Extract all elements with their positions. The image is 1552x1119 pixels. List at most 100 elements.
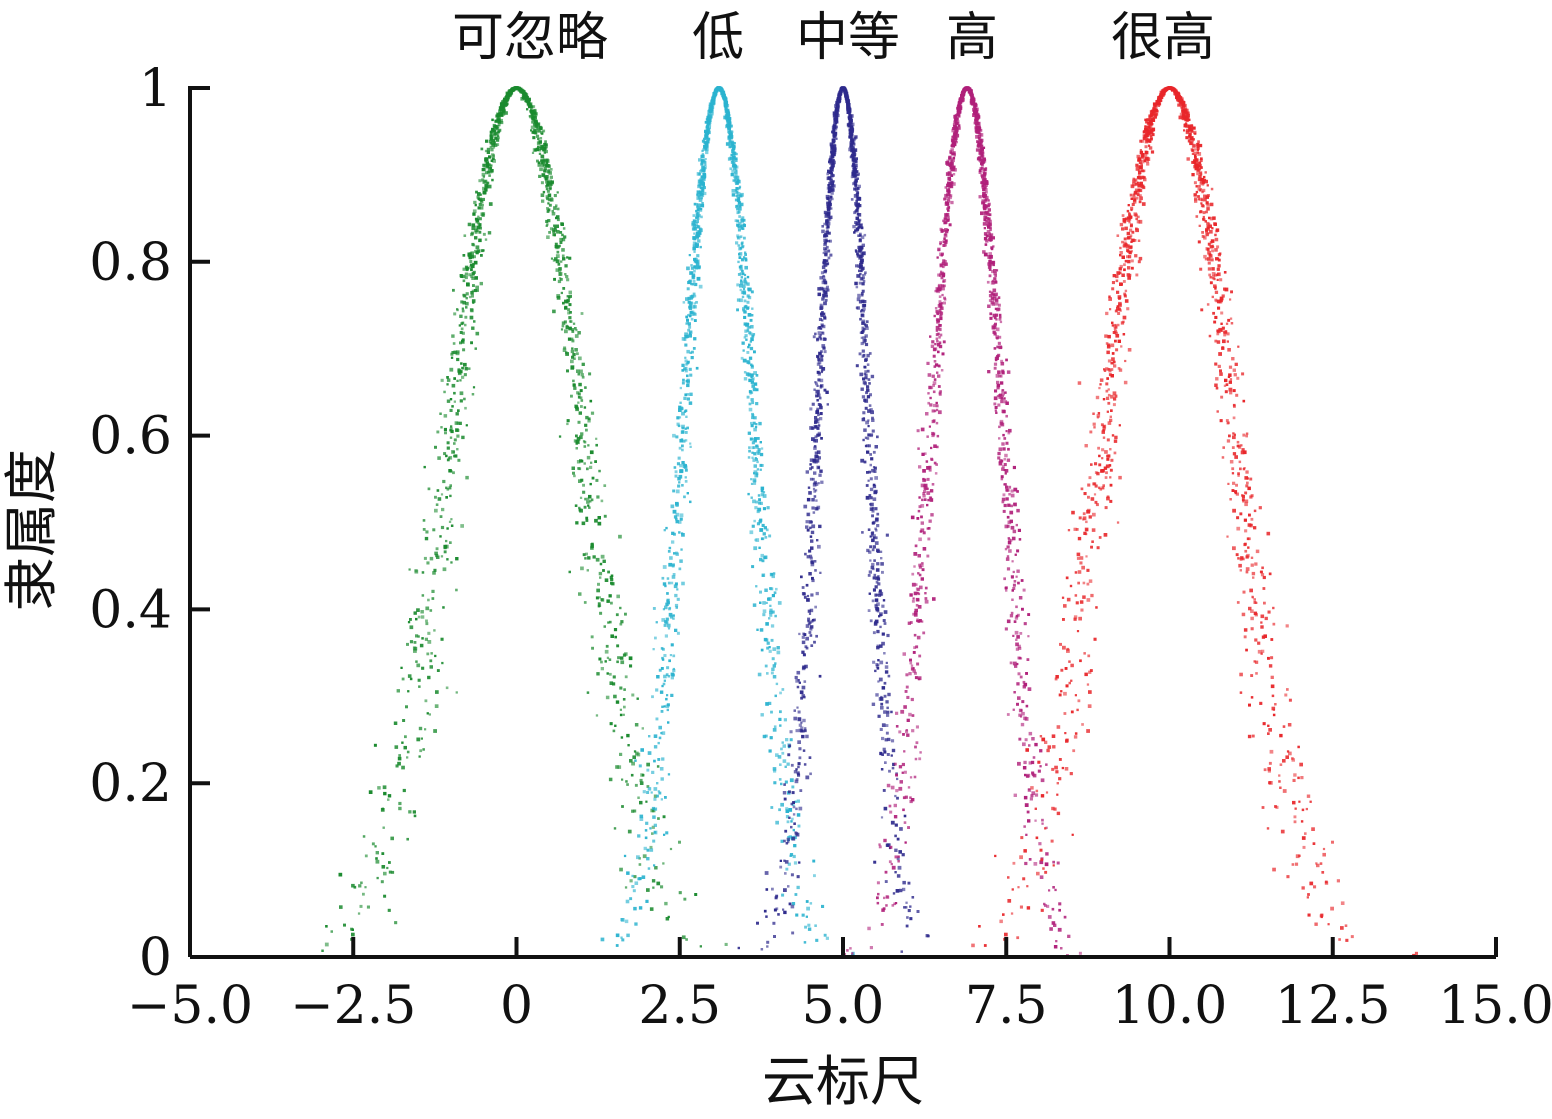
cloud-drop [796,799,800,803]
cloud-drop [1057,927,1062,932]
cloud-drop [735,241,739,245]
cloud-drop [851,152,855,156]
cloud-drop [821,319,824,322]
cloud-drop [938,336,941,339]
cloud-drop [612,675,616,679]
cloud-drop [583,505,587,509]
cloud-drop [573,357,576,360]
cloud-drop [782,908,785,911]
cloud-drop [993,362,998,366]
cloud-drop [865,320,869,324]
cloud-drop [607,621,610,624]
cloud-drop [1013,793,1017,797]
cloud-drop [757,448,761,452]
cloud-drop [679,401,682,404]
cloud-drop [805,915,808,918]
cloud-drop [849,143,853,147]
cloud-drop [610,581,613,585]
cloud-drop [752,387,757,392]
cloud-drop [998,395,1002,399]
cloud-drop [800,721,803,724]
cloud-drop [724,103,727,107]
cloud-drop [857,213,862,217]
cloud-drop [678,531,681,534]
cloud-drop [578,382,582,387]
cloud-drop [451,383,456,388]
cloud-drop [639,800,643,805]
cloud-drop [742,284,746,288]
cloud-drop [823,210,828,215]
cloud-drop [547,168,550,172]
cloud-drop [1007,520,1012,525]
cloud-drop [826,218,830,222]
cloud-drop [797,710,801,714]
cloud-drop [876,644,881,649]
cloud-drop [481,197,485,201]
cloud-drop [653,759,656,763]
cloud-drop [688,313,692,317]
cloud-drop [690,283,693,286]
cloud-drop [625,780,628,783]
cloud-drop [775,820,779,825]
cloud-drop [496,118,499,121]
plot-area [270,86,1418,959]
cloud-drop [831,130,834,134]
cloud-drop [696,190,701,194]
cloud-drop [747,345,750,349]
cloud-drop [783,797,787,801]
cloud-drop [540,154,545,159]
cloud-drop [794,779,799,784]
cloud-drop [1005,586,1008,590]
cloud-drop [756,460,759,464]
cloud-drop [620,918,624,921]
cloud-drop [886,710,890,714]
cloud-drop [935,404,939,408]
cloud-drop [661,576,665,580]
cloud-drop [1000,359,1004,363]
cloud-drop [864,366,867,369]
cloud-drop [676,462,680,466]
cloud-drop [1006,545,1010,549]
cloud-drop [801,650,805,654]
cloud-drop [549,227,554,231]
cloud-drop [824,298,828,302]
cloud-drop [623,688,626,691]
cloud-drop [598,657,602,661]
cloud-drop [904,906,908,909]
cloud-drop [353,885,357,889]
cloud-drop [471,223,476,228]
cloud-drop [806,555,810,559]
cloud-drop [455,557,459,561]
cloud-drop [1006,555,1010,558]
cloud-drop [874,507,878,511]
cloud-drop [835,137,838,140]
cloud-drop [819,571,822,574]
cloud-drop [524,96,529,101]
cloud-drop [586,497,590,501]
cloud-drop [717,86,720,90]
cloud-drop [456,350,460,354]
cloud-drop [380,880,384,884]
cloud-drop [793,861,798,865]
cloud-drop [773,725,777,728]
cloud-drop [769,610,773,615]
cloud-drop [499,112,503,116]
cloud-drop [679,438,683,443]
cloud-drop [823,247,827,251]
cloud-drop [600,937,605,942]
cloud-drop [860,310,863,313]
cloud-drop [729,135,734,139]
cloud-drop [537,163,542,167]
cloud-drop [560,260,563,263]
cloud-drop [832,162,835,165]
cloud-drop [567,308,571,312]
cloud-drop [764,536,768,539]
cloud-drop [988,252,992,256]
cloud-drop [869,453,872,456]
cloud-drop [670,504,675,509]
cloud-drop [697,225,701,229]
cloud-drop [660,647,664,650]
cloud-drop [465,306,468,309]
cloud-drop [739,205,742,208]
cloud-drop [576,369,580,373]
